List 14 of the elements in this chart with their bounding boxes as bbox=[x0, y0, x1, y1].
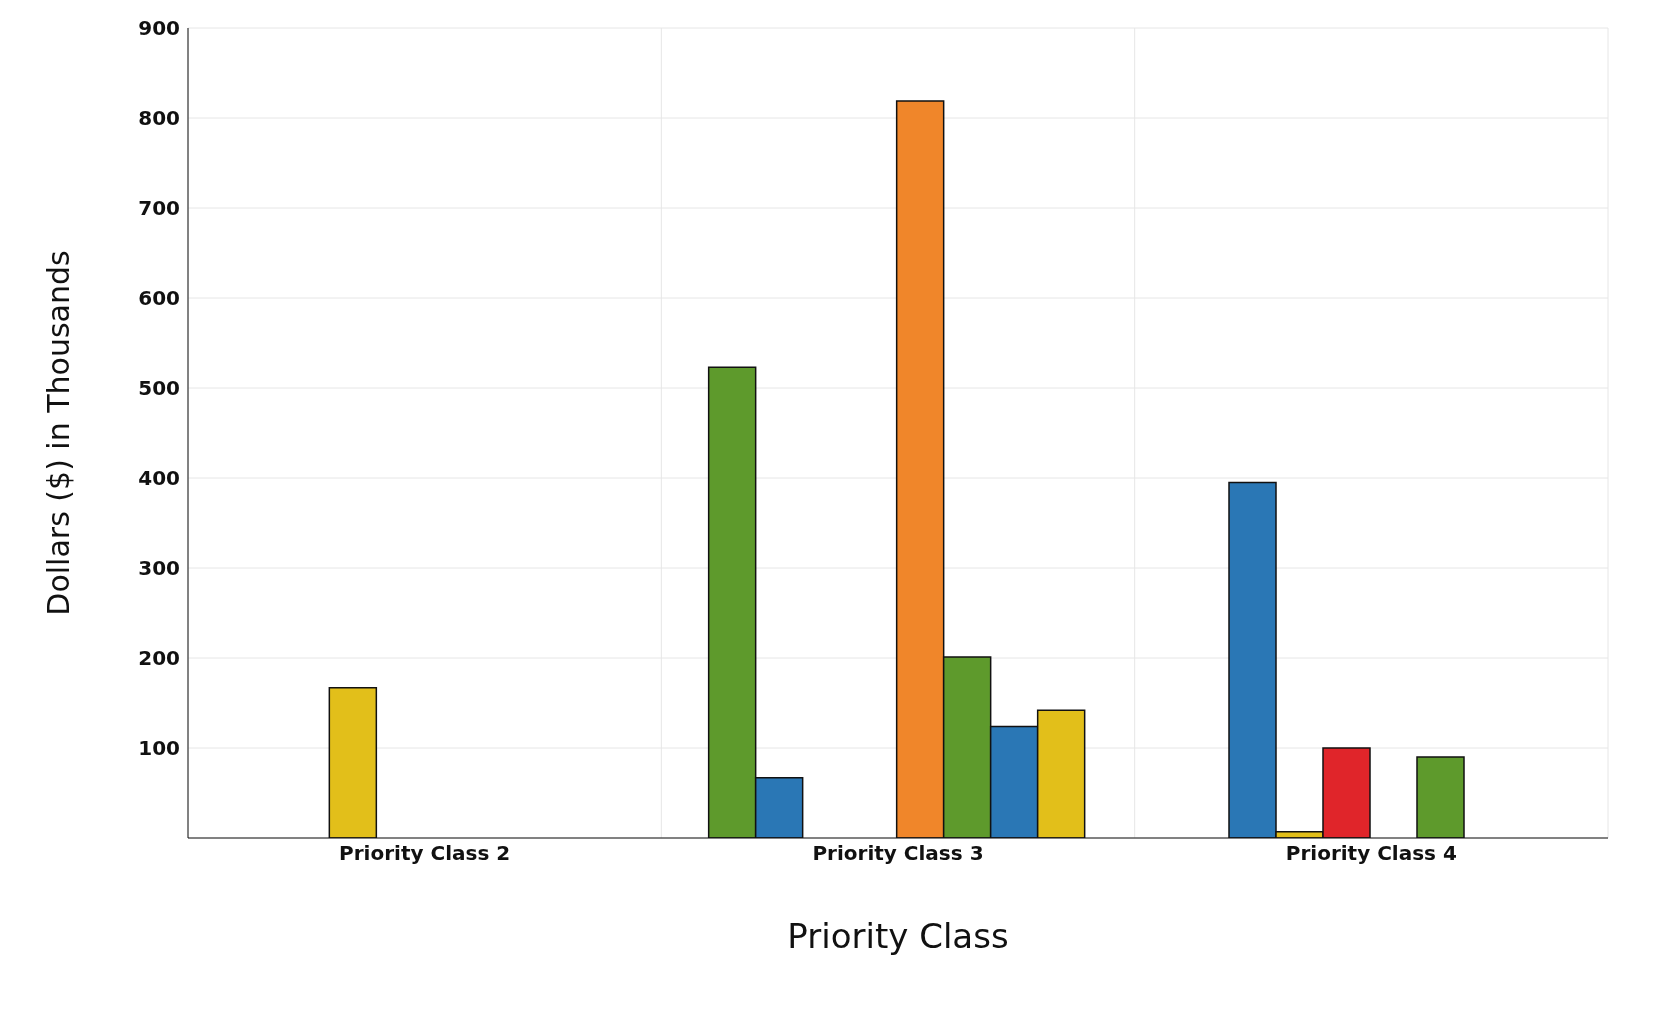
y-tick-label: 800 bbox=[138, 106, 180, 131]
x-axis-title: Priority Class bbox=[787, 916, 1009, 956]
y-tick-label: 500 bbox=[138, 376, 180, 401]
y-tick-label: 400 bbox=[138, 466, 180, 491]
y-tick-label: 200 bbox=[138, 646, 180, 671]
x-tick-label: Priority Class 4 bbox=[1285, 841, 1457, 866]
y-tick-label: 300 bbox=[138, 556, 180, 581]
x-tick-label: Priority Class 3 bbox=[812, 841, 984, 866]
x-tick-label: Priority Class 2 bbox=[339, 841, 511, 866]
y-tick-label: 700 bbox=[138, 196, 180, 221]
y-tick-label: 900 bbox=[138, 16, 180, 41]
y-tick-label: 600 bbox=[138, 286, 180, 311]
y-axis-title: Dollars ($) in Thousands bbox=[40, 250, 76, 616]
y-tick-label: 100 bbox=[138, 736, 180, 761]
